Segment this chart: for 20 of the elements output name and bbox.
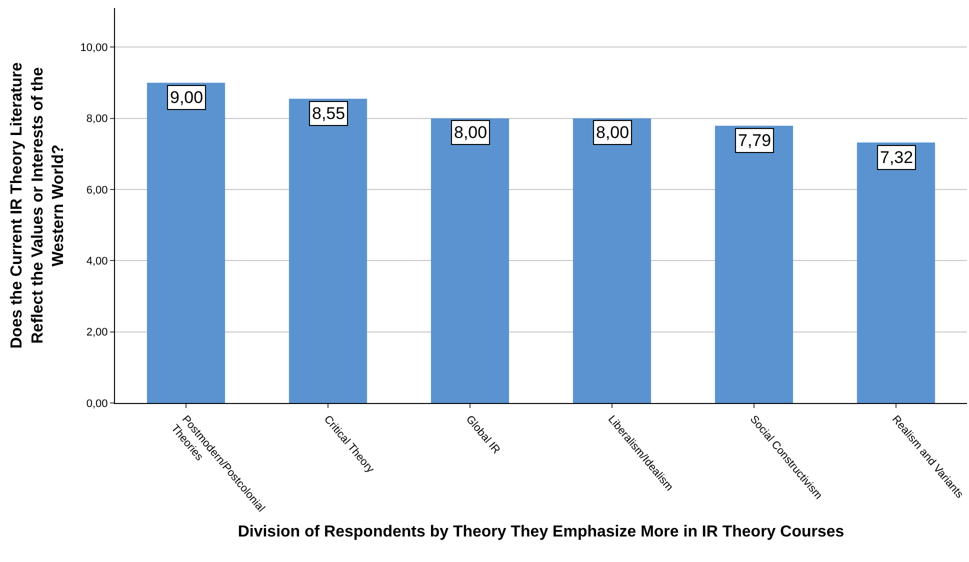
bar	[572, 118, 652, 403]
data-label: 8,00	[454, 123, 488, 142]
y-tick-label: 0,00	[86, 398, 108, 410]
y-tick-label: 6,00	[86, 184, 108, 196]
bar	[288, 98, 368, 403]
y-tick-label: 2,00	[86, 326, 108, 339]
y-tick-label: 8,00	[86, 113, 108, 126]
data-label: 7,79	[738, 131, 772, 150]
y-axis-title: Does the Current IR Theory Literature Reflect the Values or Interests of the Western World?	[8, 62, 68, 349]
bar	[856, 142, 936, 403]
x-axis-title: Division of Respondents by Theory They Emphasize More in IR Theory Courses	[238, 524, 844, 541]
y-tick-label: 4,00	[86, 256, 108, 268]
bar	[430, 118, 510, 403]
data-label: 9,00	[170, 88, 204, 107]
bar	[146, 82, 226, 403]
data-label: 8,00	[596, 123, 630, 142]
bar	[714, 126, 794, 403]
data-label: 8,55	[312, 104, 346, 123]
y-tick-label: 10,00	[80, 42, 108, 54]
data-label: 7,32	[880, 148, 914, 167]
